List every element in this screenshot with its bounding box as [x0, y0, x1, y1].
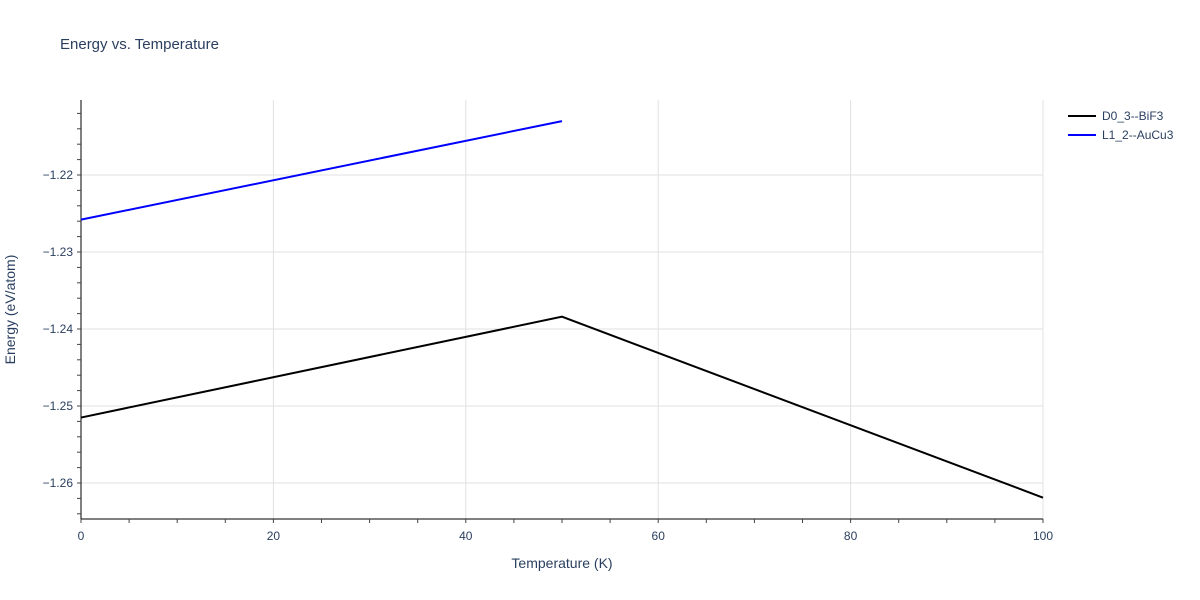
y-tick-label: −1.24 [43, 322, 74, 336]
legend-item-d03-bif3[interactable]: D0_3--BiF3 [1068, 106, 1173, 125]
series-line[interactable] [80, 315, 1044, 499]
y-tick-label: −1.22 [43, 168, 74, 182]
legend: D0_3--BiF3 L1_2--AuCu3 [1068, 106, 1173, 144]
x-tick-label: 0 [78, 529, 85, 543]
x-tick-label: 60 [652, 529, 666, 543]
legend-label: D0_3--BiF3 [1102, 108, 1164, 123]
y-axis-title: Energy (eV/atom) [2, 255, 18, 365]
legend-label: L1_2--AuCu3 [1102, 127, 1174, 142]
y-tick-label: −1.25 [43, 399, 74, 413]
y-tick-label: −1.23 [43, 245, 74, 259]
x-tick-label: 20 [267, 529, 281, 543]
x-tick-label: 40 [459, 529, 473, 543]
y-tick-label: −1.26 [43, 476, 74, 490]
legend-swatch-icon [1068, 133, 1096, 136]
series-line[interactable] [80, 120, 563, 221]
legend-item-l12-aucu3[interactable]: L1_2--AuCu3 [1068, 125, 1173, 144]
chart-title: Energy vs. Temperature [60, 36, 219, 53]
x-tick-label: 80 [844, 529, 858, 543]
x-tick-label: 100 [1033, 529, 1053, 543]
x-axis-title: Temperature (K) [511, 555, 612, 571]
legend-swatch-icon [1068, 114, 1096, 117]
